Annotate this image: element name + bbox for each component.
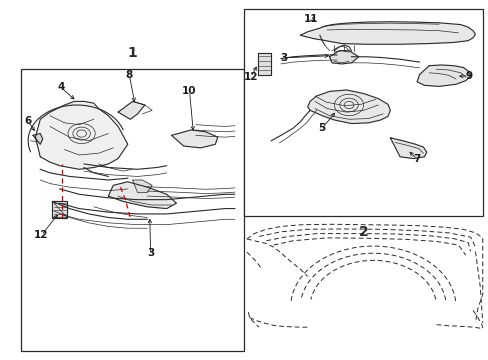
Polygon shape xyxy=(300,22,474,44)
Text: 3: 3 xyxy=(147,248,154,258)
Text: 2: 2 xyxy=(358,225,368,239)
Polygon shape xyxy=(132,180,152,193)
Text: 8: 8 xyxy=(125,69,133,80)
Text: 11: 11 xyxy=(303,14,318,23)
Polygon shape xyxy=(416,65,469,86)
Polygon shape xyxy=(329,51,358,64)
Text: 1: 1 xyxy=(127,46,137,60)
Polygon shape xyxy=(171,130,217,148)
Polygon shape xyxy=(307,90,389,123)
Text: 10: 10 xyxy=(182,86,196,96)
Polygon shape xyxy=(108,182,176,208)
Text: 4: 4 xyxy=(57,82,64,92)
Text: 9: 9 xyxy=(465,71,472,81)
Bar xyxy=(244,9,482,216)
Text: 12: 12 xyxy=(243,72,258,82)
Text: 7: 7 xyxy=(412,154,420,164)
Polygon shape xyxy=(118,102,144,119)
Text: 6: 6 xyxy=(24,116,32,126)
Text: 3: 3 xyxy=(280,53,287,63)
Polygon shape xyxy=(389,138,426,158)
Polygon shape xyxy=(257,53,271,75)
Text: 5: 5 xyxy=(318,123,325,133)
Text: 12: 12 xyxy=(34,230,48,240)
Polygon shape xyxy=(33,134,42,144)
Bar xyxy=(21,69,244,351)
Polygon shape xyxy=(35,102,127,169)
Polygon shape xyxy=(52,202,67,217)
